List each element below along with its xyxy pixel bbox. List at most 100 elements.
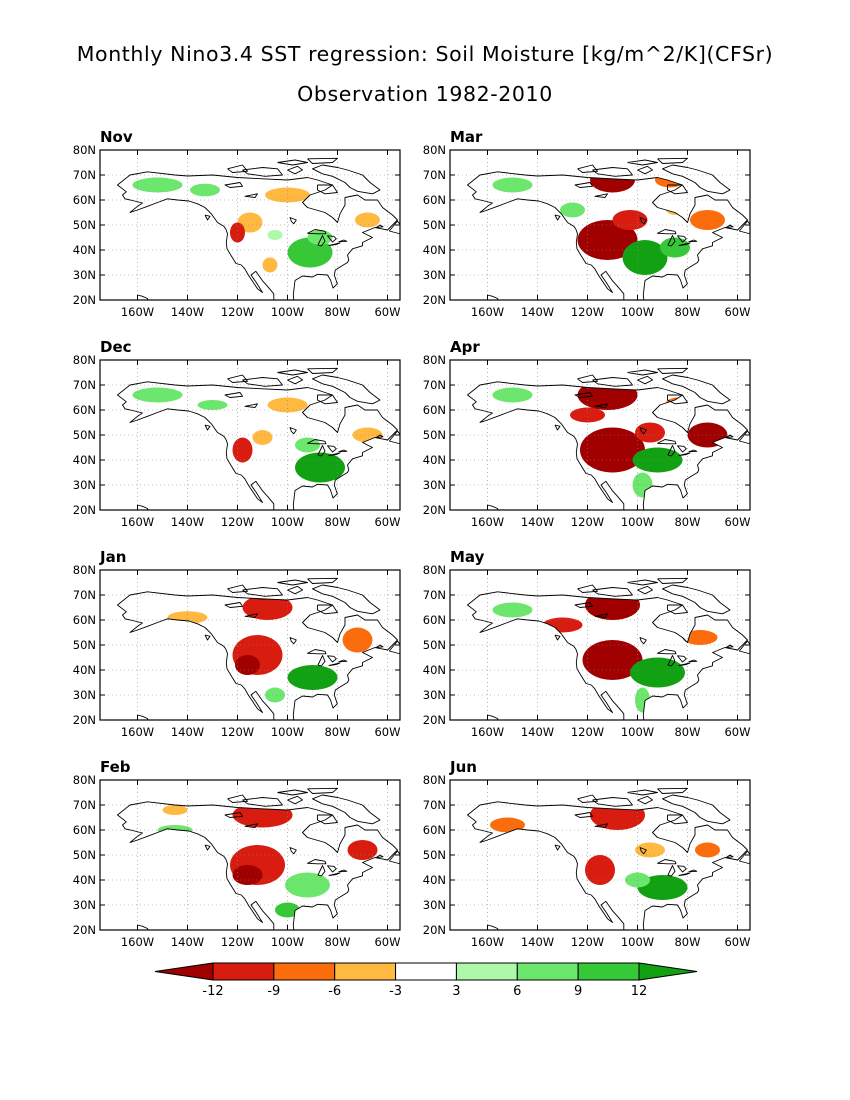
shaded-region <box>252 430 273 445</box>
lat-tick-label: 80N <box>73 353 96 367</box>
lat-tick-label: 40N <box>423 663 446 677</box>
lat-tick-label: 50N <box>423 638 446 652</box>
shaded-region <box>267 230 283 240</box>
lat-tick-label: 50N <box>423 848 446 862</box>
shaded-region <box>585 855 615 885</box>
lon-tick-label: 60W <box>374 725 400 739</box>
lat-tick-label: 40N <box>73 873 96 887</box>
shaded-region <box>637 875 688 900</box>
shaded-region <box>492 177 533 193</box>
lat-tick-label: 30N <box>73 688 96 702</box>
colorbar-segment <box>212 962 275 981</box>
lat-tick-label: 50N <box>423 428 446 442</box>
lon-tick-label: 60W <box>374 935 400 949</box>
lat-tick-label: 60N <box>73 823 96 837</box>
lat-tick-label: 70N <box>73 798 96 812</box>
shaded-field <box>167 591 373 703</box>
panel-month-label: Feb <box>100 758 131 776</box>
shaded-region <box>492 602 533 618</box>
shaded-field <box>157 801 378 918</box>
lon-tick-label: 100W <box>621 725 654 739</box>
lon-tick-label: 100W <box>271 725 304 739</box>
shaded-region <box>262 257 278 273</box>
colorbar-segment <box>334 962 397 981</box>
shaded-region <box>492 387 533 403</box>
lat-tick-label: 20N <box>423 923 446 937</box>
lon-tick-label: 140W <box>521 725 554 739</box>
colorbar-label: -9 <box>267 984 280 999</box>
figure-title: Monthly Nino3.4 SST regression: Soil Moi… <box>77 42 773 66</box>
colorbar-label: 9 <box>574 984 582 999</box>
lon-tick-label: 60W <box>724 935 750 949</box>
lat-tick-label: 80N <box>423 353 446 367</box>
coastlines <box>467 577 750 720</box>
lat-tick-label: 30N <box>423 268 446 282</box>
lon-tick-label: 160W <box>471 305 504 319</box>
lon-tick-label: 140W <box>171 515 204 529</box>
colorbar-label: -6 <box>328 984 341 999</box>
lat-tick-label: 70N <box>423 798 446 812</box>
colorbar-label: 6 <box>513 984 521 999</box>
lon-tick-label: 80W <box>674 935 700 949</box>
colorbar-label: 3 <box>452 984 460 999</box>
lon-tick-label: 160W <box>121 935 154 949</box>
panel-apr: 80N 70N 60N 50N 40N 30N 20N 160W 140W 120W 100W 80W… <box>423 338 751 529</box>
lat-tick-label: 60N <box>423 613 446 627</box>
lon-tick-label: 80W <box>674 305 700 319</box>
map-area <box>100 360 400 510</box>
lon-tick-label: 160W <box>121 725 154 739</box>
map-area <box>450 150 750 300</box>
lat-tick-label: 30N <box>423 898 446 912</box>
lon-tick-label: 60W <box>374 305 400 319</box>
shaded-region <box>490 817 525 833</box>
lon-tick-label: 80W <box>324 305 350 319</box>
lat-tick-label: 40N <box>73 453 96 467</box>
shaded-region <box>560 202 585 218</box>
lat-tick-label: 50N <box>73 218 96 232</box>
lon-tick-label: 80W <box>324 935 350 949</box>
lon-tick-label: 160W <box>471 935 504 949</box>
lat-tick-label: 70N <box>423 588 446 602</box>
colorbar-segment <box>154 962 214 981</box>
lon-tick-label: 80W <box>324 725 350 739</box>
shaded-region <box>190 183 220 197</box>
panel-jan: 80N 70N 60N 50N 40N 30N 20N 160W 140W 120W 100W 80W… <box>73 548 401 739</box>
panel-month-label: Apr <box>450 338 480 356</box>
lat-tick-label: 30N <box>73 478 96 492</box>
lat-tick-label: 20N <box>423 713 446 727</box>
shaded-region <box>580 427 645 473</box>
panel-feb: 80N 70N 60N 50N 40N 30N 20N 160W 140W 120W 100W 80W… <box>73 758 401 949</box>
colorbar-label: 12 <box>631 984 648 999</box>
panel-dec: 80N 70N 60N 50N 40N 30N 20N 160W 140W 120W 100W 80W… <box>73 338 401 529</box>
lat-tick-label: 40N <box>423 453 446 467</box>
lat-tick-label: 60N <box>423 193 446 207</box>
lon-tick-label: 100W <box>271 515 304 529</box>
coastlines <box>467 157 750 300</box>
lon-tick-label: 120W <box>221 515 254 529</box>
lat-tick-label: 40N <box>423 873 446 887</box>
shaded-region <box>342 627 373 653</box>
lon-tick-label: 120W <box>571 515 604 529</box>
lat-tick-label: 50N <box>423 218 446 232</box>
lat-tick-label: 20N <box>73 713 96 727</box>
lat-tick-label: 50N <box>73 638 96 652</box>
lat-tick-label: 30N <box>423 478 446 492</box>
shaded-region <box>612 210 648 230</box>
lat-tick-label: 30N <box>73 268 96 282</box>
shaded-region <box>570 407 605 423</box>
grid-lines <box>450 150 750 300</box>
panel-month-label: Nov <box>100 128 133 146</box>
lat-tick-label: 70N <box>73 588 96 602</box>
lat-tick-label: 80N <box>73 143 96 157</box>
lat-tick-label: 70N <box>423 378 446 392</box>
panel-mar: 80N 70N 60N 50N 40N 30N 20N 160W 140W 120W 100W 80W… <box>423 128 751 319</box>
shaded-region <box>635 687 650 713</box>
lon-tick-label: 100W <box>621 305 654 319</box>
shaded-region <box>622 240 668 275</box>
colorbar: -12 -9 -6 -3 3 6 9 12 <box>154 962 698 999</box>
shaded-region <box>242 595 293 620</box>
lon-tick-label: 60W <box>374 515 400 529</box>
shaded-field <box>132 177 380 273</box>
shaded-region <box>235 655 260 675</box>
lat-tick-label: 60N <box>423 403 446 417</box>
